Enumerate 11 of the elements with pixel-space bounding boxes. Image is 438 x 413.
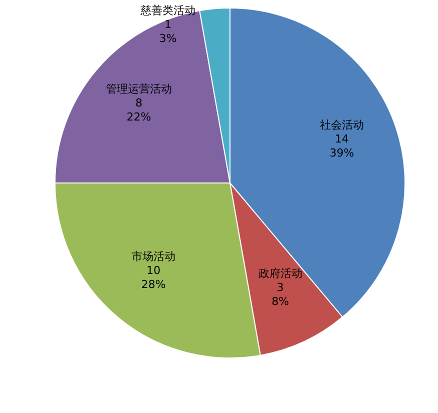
- data-label: 14 39%: [330, 132, 354, 160]
- data-label: 1 3%: [159, 18, 177, 45]
- slice-label: 社会活动: [320, 118, 364, 132]
- data-label: 3 8%: [272, 280, 290, 308]
- slice-label: 慈善类活动: [140, 4, 196, 17]
- slice: 政府活动 3 8%: [230, 182, 343, 356]
- slice-label: 政府活动: [258, 266, 302, 280]
- slice-label: 市场活动: [132, 250, 176, 264]
- slice-label: 管理运营活动: [106, 82, 172, 96]
- data-label: 10 28%: [141, 264, 166, 292]
- data-label: 8 22%: [126, 96, 152, 124]
